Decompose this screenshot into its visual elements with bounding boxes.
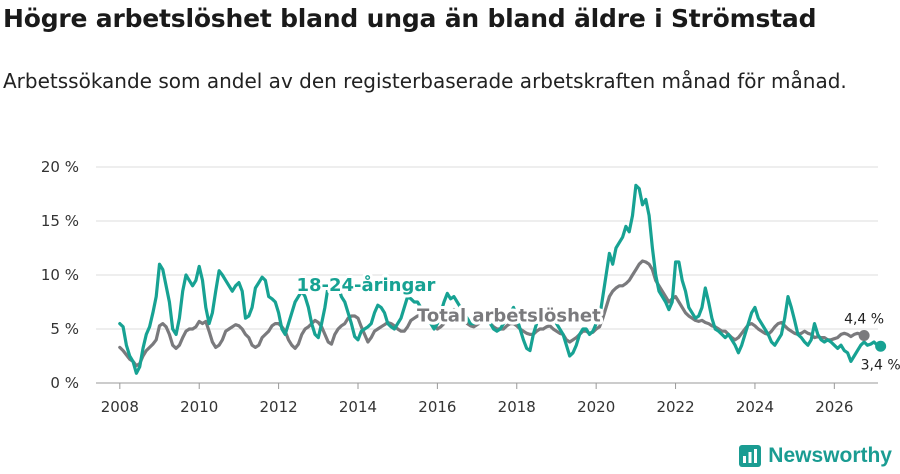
end-label-youth: 3,4 % (861, 357, 900, 373)
series-labels: 4,4 %3,4 %18-24-åringar18-24-åringarTota… (293, 271, 900, 373)
end-point-total (858, 329, 870, 341)
series-lines (118, 183, 883, 375)
series-line-youth (118, 183, 883, 375)
series-label-total-halo: Total arbetslöshet (417, 305, 601, 326)
end-point-youth (875, 340, 887, 352)
x-axis: 2008 2010 2012 2014 2016 2018 2020 2022 2024 2026 (101, 383, 853, 416)
y-axis: 0 % 5 % 10 % 15 % 20 % (41, 158, 79, 392)
end-label-total: 4,4 % (844, 311, 884, 327)
series-label-total: Total arbetslöshet (417, 305, 601, 326)
series-label-youth-halo: 18-24-åringar (296, 274, 435, 296)
x-tick-label: 2016 (418, 398, 456, 416)
y-tick-label: 10 % (41, 266, 79, 284)
chart-subtitle: Arbetssökande som andel av den registerb… (3, 69, 847, 93)
x-tick-label: 2026 (815, 398, 853, 416)
x-tick-label: 2014 (339, 398, 377, 416)
y-tick-label: 15 % (41, 212, 79, 230)
x-tick-label: 2008 (101, 398, 139, 416)
end-markers (858, 329, 887, 352)
y-tick-label: 20 % (41, 158, 79, 176)
x-tick-label: 2020 (577, 398, 615, 416)
y-tick-label: 5 % (50, 320, 79, 338)
x-tick-label: 2024 (736, 398, 774, 416)
x-tick-label: 2022 (656, 398, 694, 416)
x-tick-label: 2018 (498, 398, 536, 416)
newsworthy-logo-icon (739, 445, 762, 467)
chart-title: Högre arbetslöshet bland unga än bland ä… (3, 4, 817, 33)
newsworthy-brand[interactable]: Newsworthy (738, 444, 892, 468)
y-tick-label: 0 % (50, 374, 79, 392)
x-tick-label: 2012 (260, 398, 298, 416)
series-label-youth: 18-24-åringar (296, 274, 435, 296)
brand-name: Newsworthy (768, 444, 892, 467)
grid-lines (96, 166, 878, 384)
x-tick-label: 2010 (180, 398, 218, 416)
